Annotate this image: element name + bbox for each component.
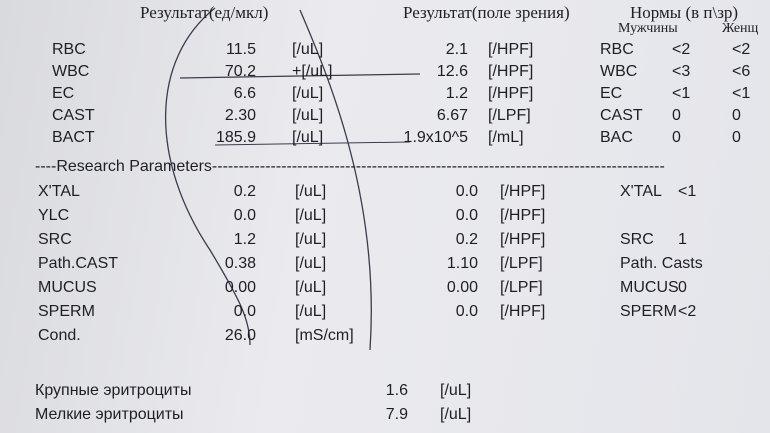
cell-field-value: 2.1 (445, 41, 468, 58)
cell-norm-name: EC (600, 85, 623, 102)
cell-field-unit: [/HPF] (488, 41, 534, 58)
header-result-field: Результат(поле зрения) (403, 3, 570, 22)
cell-name: Крупные эритроциты (35, 382, 192, 399)
cell-norm-female: 0 (732, 129, 741, 146)
cell-name: SRC (38, 231, 72, 248)
cell-norm-male: <2 (678, 303, 697, 320)
cell-unit: [/uL] (295, 303, 327, 320)
cell-value: 0.38 (224, 255, 256, 272)
cell-field-unit: [/HPF] (500, 303, 546, 320)
cell-field-value: 0.0 (455, 183, 478, 200)
cell-norm-name: SPERM (620, 303, 677, 320)
cell-norm-male: <3 (672, 63, 691, 80)
cell-norm-name: RBC (600, 41, 634, 58)
cell-field-value: 0.0 (455, 207, 478, 224)
cell-field-value: 0.2 (455, 231, 478, 248)
cell-field-value: 1.2 (445, 85, 468, 102)
cell-field-unit: [/LPF] (500, 255, 543, 272)
cell-norm-name: WBC (600, 63, 638, 80)
cell-name: RBC (52, 41, 86, 58)
cell-field-unit: [/HPF] (500, 207, 546, 224)
cell-norm-name: CAST (600, 107, 643, 124)
cell-value: 70.2 (224, 63, 256, 80)
cell-unit: [mS/cm] (295, 327, 354, 344)
cell-unit: [/uL] (295, 183, 327, 200)
header-result-units: Результат(ед/мкл) (140, 3, 269, 22)
cell-norm-male: <1 (678, 183, 697, 200)
cell-unit: [/uL] (440, 406, 472, 423)
cell-value: 1.2 (233, 231, 256, 248)
cell-norm-name: BAC (600, 129, 633, 146)
cell-field-value: 12.6 (436, 63, 468, 80)
cell-field-unit: [/HPF] (500, 183, 546, 200)
cell-unit: +[/uL] (292, 63, 333, 80)
cell-name: Мелкие эритроциты (35, 406, 184, 423)
cell-field-unit: [/HPF] (488, 85, 534, 102)
cell-value: 2.30 (224, 107, 256, 124)
cell-field-unit: [/HPF] (500, 231, 546, 248)
cell-norm-female: <6 (732, 63, 751, 80)
cell-norm-name: SRC (620, 231, 654, 248)
cell-field-value: 1.9x10^5 (403, 129, 468, 146)
cell-name: CAST (52, 107, 95, 124)
header-female: Женщ (722, 21, 759, 36)
cell-field-unit: [/LPF] (488, 107, 531, 124)
cell-unit: [/uL] (292, 85, 324, 102)
cell-unit: [/uL] (295, 255, 327, 272)
cell-unit: [/uL] (292, 107, 324, 124)
cell-unit: [/uL] (295, 207, 327, 224)
cell-norm-name: X'TAL (620, 183, 662, 200)
cell-field-unit: [/HPF] (488, 63, 534, 80)
cell-unit: [/uL] (440, 382, 472, 399)
cell-name: EC (52, 85, 75, 102)
cell-norm-male: 0 (672, 129, 681, 146)
cell-field-unit: [/LPF] (500, 279, 543, 296)
section-title: ----Research Parameters-----------------… (35, 158, 665, 175)
cell-unit: [/uL] (295, 231, 327, 248)
cell-name: Cond. (38, 327, 81, 344)
cell-name: WBC (52, 63, 90, 80)
cell-unit: [/uL] (292, 41, 324, 58)
cell-value: 0.00 (224, 279, 256, 296)
cell-norm-male: <1 (672, 85, 691, 102)
cell-value: 0.2 (233, 183, 256, 200)
cell-name: SPERM (38, 303, 95, 320)
cell-value: 1.6 (385, 382, 408, 399)
cell-field-value: 0.00 (446, 279, 478, 296)
cell-name: MUCUS (38, 279, 97, 296)
cell-value: 7.9 (385, 406, 408, 423)
cell-name: X'TAL (38, 183, 80, 200)
cell-unit: [/uL] (292, 129, 324, 146)
header-norms: Нормы (в п\зр) (630, 3, 739, 22)
cell-norm-female: <1 (732, 85, 751, 102)
cell-field-value: 1.10 (446, 255, 478, 272)
cell-value: 11.5 (226, 41, 256, 58)
cell-norm-female: <2 (732, 41, 751, 58)
cell-field-unit: [/mL] (488, 129, 524, 146)
cell-value: 0.0 (233, 207, 256, 224)
cell-name: BACT (52, 129, 95, 146)
cell-norm-name: MUCUS (620, 279, 679, 296)
cell-norm-male: 0 (672, 107, 681, 124)
cell-field-value: 6.67 (436, 107, 468, 124)
cell-value: 26.0 (224, 327, 256, 344)
cell-norm-female: 0 (732, 107, 741, 124)
cell-name: YLC (38, 207, 70, 224)
cell-field-value: 0.0 (455, 303, 478, 320)
cell-name: Path.CAST (38, 255, 119, 272)
cell-value: 185.9 (215, 129, 256, 146)
cell-value: 6.6 (233, 85, 256, 102)
cell-unit: [/uL] (295, 279, 327, 296)
cell-norm-male: 1 (678, 231, 687, 248)
cell-norm-male: <2 (672, 41, 691, 58)
header-male: Мужчины (618, 21, 678, 36)
cell-value: 0.0 (233, 303, 256, 320)
cell-norm-male: 0 (678, 279, 687, 296)
cell-norm-name: Path. Casts (620, 255, 703, 272)
